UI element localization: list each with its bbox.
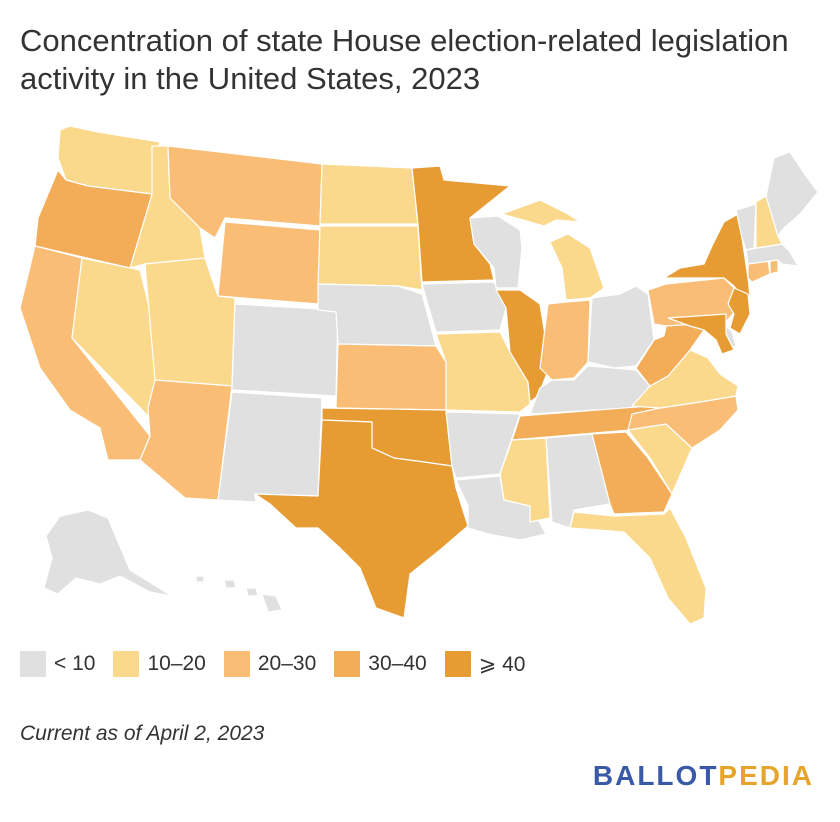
state-ME <box>765 151 819 237</box>
logo-part-2: PEDIA <box>718 760 814 791</box>
legend-swatch-10-20 <box>113 651 140 677</box>
legend-item-lt10: < 10 <box>20 651 95 677</box>
state-MI <box>501 199 605 301</box>
state-KS <box>335 343 447 411</box>
state-MD <box>667 313 735 355</box>
legend-item-10-20: 10–20 <box>113 651 206 677</box>
state-IN <box>539 299 591 381</box>
chart-title: Concentration of state House election-re… <box>20 23 789 96</box>
legend-label: ⩾ 40 <box>478 652 526 676</box>
state-ND <box>319 163 419 225</box>
state-AZ <box>139 379 233 501</box>
state-IL <box>495 289 551 403</box>
state-WI <box>469 215 523 289</box>
legend-swatch-lt10 <box>20 651 46 677</box>
state-NH <box>755 195 783 249</box>
logo-part-1: BALLOT <box>592 760 719 791</box>
legend-label: 30–40 <box>368 652 427 675</box>
legend-swatch-ge40 <box>444 651 471 677</box>
state-IA <box>421 281 507 333</box>
state-GA <box>591 431 673 515</box>
legend-swatch-20-30 <box>223 651 250 677</box>
state-TX <box>254 419 469 619</box>
legend-swatch-30-40 <box>334 651 361 677</box>
legend-label: 20–30 <box>257 652 317 675</box>
state-MO <box>435 331 531 413</box>
state-MA <box>745 243 799 267</box>
state-VT <box>735 203 757 251</box>
us-map <box>19 125 819 625</box>
state-RI <box>769 259 779 275</box>
state-NM <box>217 391 323 503</box>
currency-note: Current as of April 2, 2023 <box>20 722 265 745</box>
legend: < 10 10–20 20–30 30–40 ⩾ 40 <box>20 650 543 678</box>
state-NJ <box>727 287 751 335</box>
state-AK <box>43 509 173 597</box>
state-CO <box>231 303 339 397</box>
state-SD <box>317 225 423 291</box>
legend-item-20-30: 20–30 <box>223 651 317 677</box>
legend-label: 10–20 <box>147 652 206 675</box>
legend-item-ge40: ⩾ 40 <box>444 651 526 677</box>
legend-label: < 10 <box>54 652 96 675</box>
legend-item-30-40: 30–40 <box>334 651 427 677</box>
ballotpedia-logo: BALLOTPEDIA <box>593 760 814 792</box>
state-HI <box>195 575 283 613</box>
state-WY <box>217 221 321 305</box>
state-FL <box>569 507 707 625</box>
